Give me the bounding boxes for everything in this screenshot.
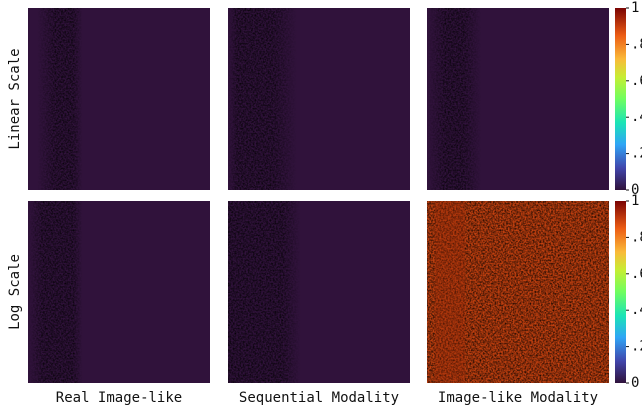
col-label: Sequential Modality: [239, 390, 399, 406]
panel-texture: [28, 8, 210, 190]
panel-texture: [228, 201, 410, 383]
colorbar: [615, 201, 626, 383]
panel-texture: [228, 8, 410, 190]
colorbar-tick-label: .4: [631, 109, 642, 125]
row-label: Linear Scale: [7, 48, 23, 149]
colorbar-tick-label: .2: [631, 339, 642, 355]
panel-texture: [28, 201, 210, 383]
colorbar-tick-label: .6: [631, 266, 642, 282]
colorbar-tick-label: 0: [631, 375, 639, 391]
panel-texture: [435, 201, 465, 383]
colorbar-tick-label: .8: [631, 36, 642, 52]
colorbar-tick-label: .6: [631, 73, 642, 89]
colorbar-tick-label: .4: [631, 302, 642, 318]
colorbar-tick-label: .2: [631, 146, 642, 162]
col-label: Image-like Modality: [438, 390, 598, 406]
panel-texture: [427, 8, 609, 190]
colorbar-tick-label: 1: [631, 193, 639, 209]
panel-texture: [427, 201, 609, 383]
colorbar-tick-label: .8: [631, 229, 642, 245]
colorbar-tick-label: 0: [631, 182, 639, 198]
row-label: Log Scale: [7, 254, 23, 330]
panels: [28, 8, 609, 383]
col-label: Real Image-like: [56, 390, 182, 406]
colorbar: [615, 8, 626, 190]
colorbar-tick-label: 1: [631, 0, 639, 16]
